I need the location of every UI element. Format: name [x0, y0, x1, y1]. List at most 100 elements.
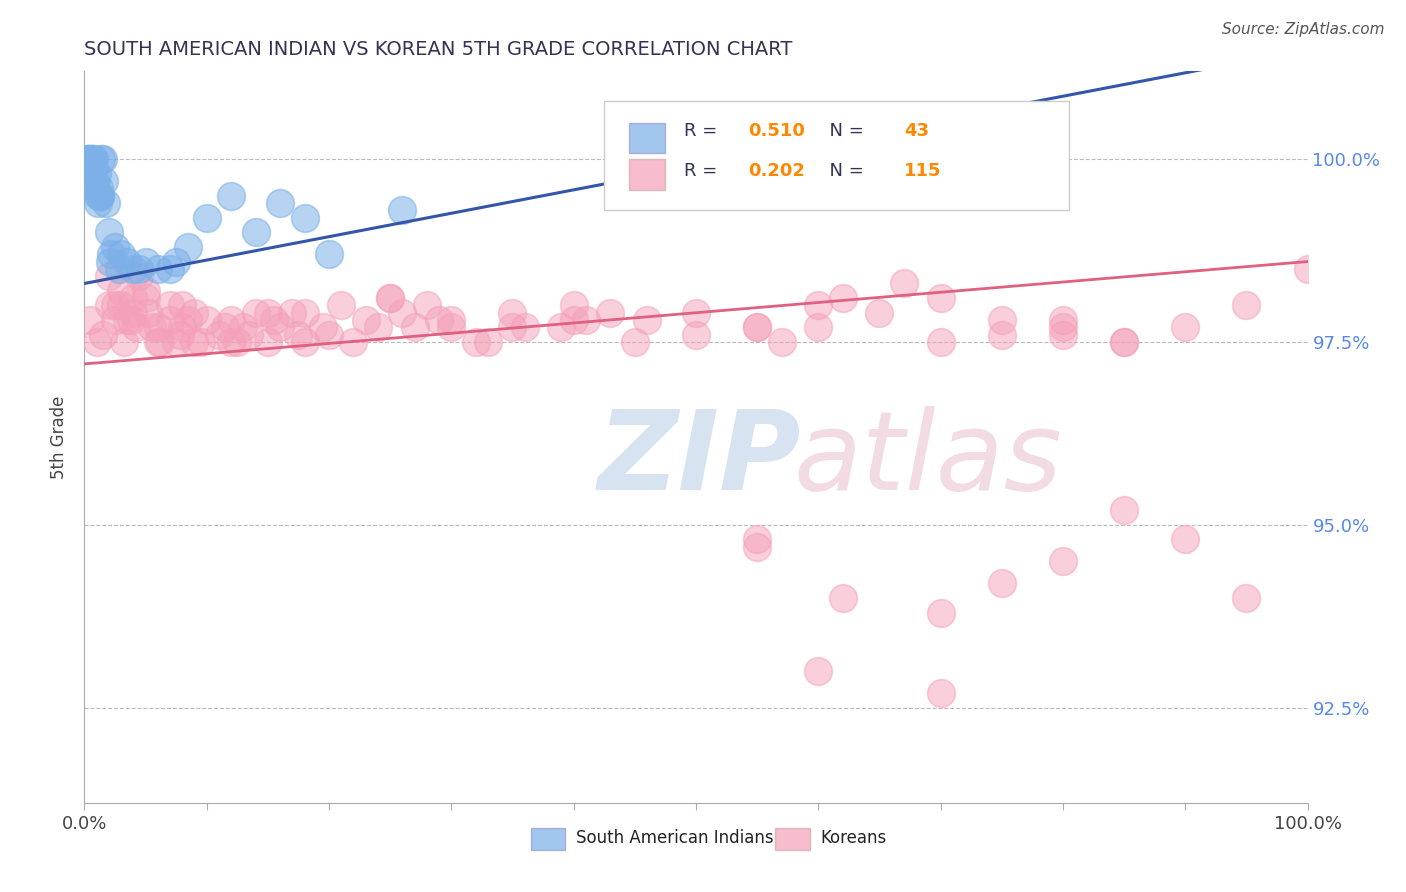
Text: ZIP: ZIP [598, 406, 801, 513]
Point [195, 313, 218, 327]
Point [416, 298, 439, 312]
Point [226, 334, 249, 349]
Point [1296, 261, 1319, 276]
Point [747, 320, 769, 334]
Point [477, 334, 499, 349]
Point [115, 313, 138, 327]
Point [97, 298, 120, 312]
Point [391, 203, 413, 218]
Point [747, 533, 769, 547]
Point [79, 313, 101, 327]
Point [1052, 320, 1074, 334]
Point [440, 313, 463, 327]
Point [380, 291, 402, 305]
Point [747, 540, 769, 554]
Point [238, 327, 260, 342]
Point [550, 320, 572, 334]
Point [599, 306, 621, 320]
Point [562, 313, 585, 327]
Point [991, 313, 1014, 327]
Point [427, 313, 450, 327]
Point [159, 298, 181, 312]
Text: 115: 115 [904, 161, 942, 180]
Point [257, 306, 280, 320]
Point [136, 306, 159, 320]
Point [929, 606, 952, 620]
Point [93, 174, 115, 188]
Point [146, 334, 169, 349]
Point [287, 327, 309, 342]
Point [91, 152, 114, 166]
Point [83, 152, 105, 166]
Point [380, 291, 402, 305]
Point [169, 327, 191, 342]
Point [318, 247, 340, 261]
Point [263, 313, 285, 327]
Text: 0.202: 0.202 [748, 161, 806, 180]
Point [342, 334, 364, 349]
Point [312, 320, 335, 334]
Point [141, 320, 163, 334]
Point [219, 188, 242, 202]
Point [269, 320, 291, 334]
Point [214, 320, 236, 334]
Y-axis label: 5th Grade: 5th Grade [51, 395, 69, 479]
Point [502, 320, 524, 334]
Point [172, 320, 194, 334]
Point [747, 320, 769, 334]
Point [159, 261, 181, 276]
Point [367, 320, 389, 334]
Point [929, 334, 952, 349]
Point [86, 334, 108, 349]
Point [165, 334, 187, 349]
Point [77, 152, 100, 166]
Point [257, 334, 280, 349]
Point [685, 306, 707, 320]
Point [1114, 503, 1136, 517]
Point [87, 181, 110, 195]
Text: South American Indians: South American Indians [576, 829, 773, 847]
Point [135, 291, 157, 305]
Bar [628, 159, 665, 190]
Point [575, 313, 598, 327]
Point [991, 576, 1014, 591]
Point [1052, 313, 1074, 327]
Text: Source: ZipAtlas.com: Source: ZipAtlas.com [1222, 22, 1385, 37]
Point [391, 306, 413, 320]
Point [98, 254, 121, 268]
Point [893, 277, 915, 291]
Point [146, 320, 169, 334]
Point [110, 247, 132, 261]
Point [1236, 591, 1258, 605]
Point [97, 225, 120, 239]
Point [177, 240, 200, 254]
Point [82, 152, 104, 166]
Point [1174, 320, 1197, 334]
Point [79, 152, 101, 166]
Text: Koreans: Koreans [821, 829, 887, 847]
Point [104, 313, 127, 327]
Point [1114, 334, 1136, 349]
Point [869, 306, 891, 320]
Point [269, 196, 291, 211]
Point [219, 313, 242, 327]
Point [831, 591, 853, 605]
Point [183, 334, 205, 349]
Text: atlas: atlas [794, 406, 1063, 513]
Point [1052, 327, 1074, 342]
Point [562, 298, 585, 312]
Point [177, 313, 200, 327]
Point [318, 327, 340, 342]
Point [84, 181, 107, 195]
Point [929, 291, 952, 305]
Text: SOUTH AMERICAN INDIAN VS KOREAN 5TH GRADE CORRELATION CHART: SOUTH AMERICAN INDIAN VS KOREAN 5TH GRAD… [84, 39, 793, 59]
Point [89, 188, 111, 202]
Point [281, 306, 304, 320]
Point [294, 211, 316, 225]
Text: 0.510: 0.510 [748, 122, 806, 140]
Point [104, 298, 127, 312]
Point [97, 269, 120, 284]
Bar [531, 829, 565, 850]
Point [135, 254, 157, 268]
Bar [776, 829, 810, 850]
